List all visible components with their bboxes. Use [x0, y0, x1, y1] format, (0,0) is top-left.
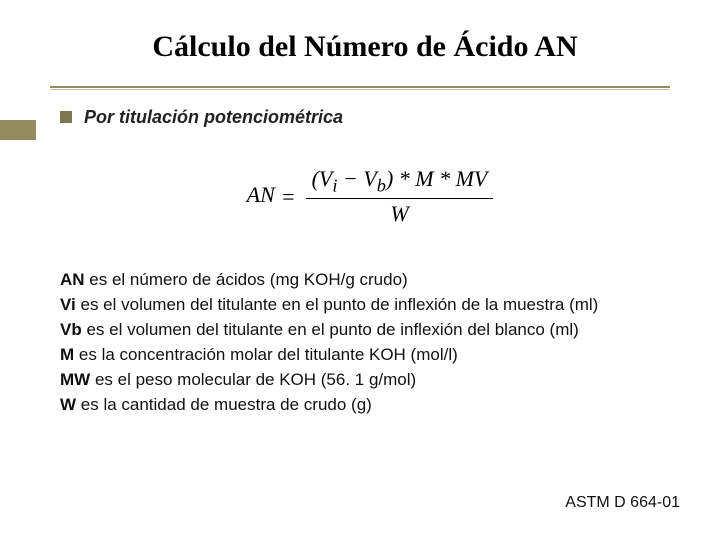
definition-text: es el volumen del titulante en el punto … — [82, 320, 579, 339]
definition-item: MW es el peso molecular de KOH (56. 1 g/… — [60, 369, 670, 392]
slide-content: Cálculo del Número de Ácido AN Por titul… — [0, 0, 720, 449]
subtitle-row: Por titulación potenciométrica — [60, 107, 670, 128]
formula-block: AN= (Vi − Vb) * M * MV W — [70, 166, 670, 227]
definition-text: es el volumen del titulante en el punto … — [76, 295, 599, 314]
definition-item: Vb es el volumen del titulante en el pun… — [60, 319, 670, 342]
definition-item: Vi es el volumen del titulante en el pun… — [60, 294, 670, 317]
formula-fraction: (Vi − Vb) * M * MV W — [306, 166, 494, 227]
reference-standard: ASTM D 664-01 — [565, 494, 680, 512]
subtitle-text: Por titulación potenciométrica — [84, 107, 343, 128]
definitions-list: AN es el número de ácidos (mg KOH/g crud… — [60, 269, 670, 417]
definition-term: Vi — [60, 295, 76, 314]
definition-text: es el número de ácidos (mg KOH/g crudo) — [85, 270, 408, 289]
definition-item: M es la concentración molar del titulant… — [60, 344, 670, 367]
definition-item: W es la cantidad de muestra de crudo (g) — [60, 394, 670, 417]
definition-item: AN es el número de ácidos (mg KOH/g crud… — [60, 269, 670, 292]
definition-text: es la concentración molar del titulante … — [74, 345, 458, 364]
formula-numerator: (Vi − Vb) * M * MV — [306, 166, 494, 199]
definition-term: M — [60, 345, 74, 364]
definition-term: MW — [60, 370, 90, 389]
formula-lhs: AN — [247, 182, 275, 207]
title-underline — [50, 86, 670, 89]
accent-decoration — [0, 120, 36, 140]
definition-term: W — [60, 395, 76, 414]
definition-term: AN — [60, 270, 85, 289]
formula: AN= (Vi − Vb) * M * MV W — [247, 166, 494, 227]
equals-sign: = — [281, 184, 296, 209]
definition-text: es la cantidad de muestra de crudo (g) — [76, 395, 372, 414]
definition-text: es el peso molecular de KOH (56. 1 g/mol… — [90, 370, 416, 389]
definition-term: Vb — [60, 320, 82, 339]
bullet-square-icon — [60, 111, 72, 123]
formula-denominator: W — [306, 199, 494, 227]
slide-title: Cálculo del Número de Ácido AN — [50, 30, 680, 68]
